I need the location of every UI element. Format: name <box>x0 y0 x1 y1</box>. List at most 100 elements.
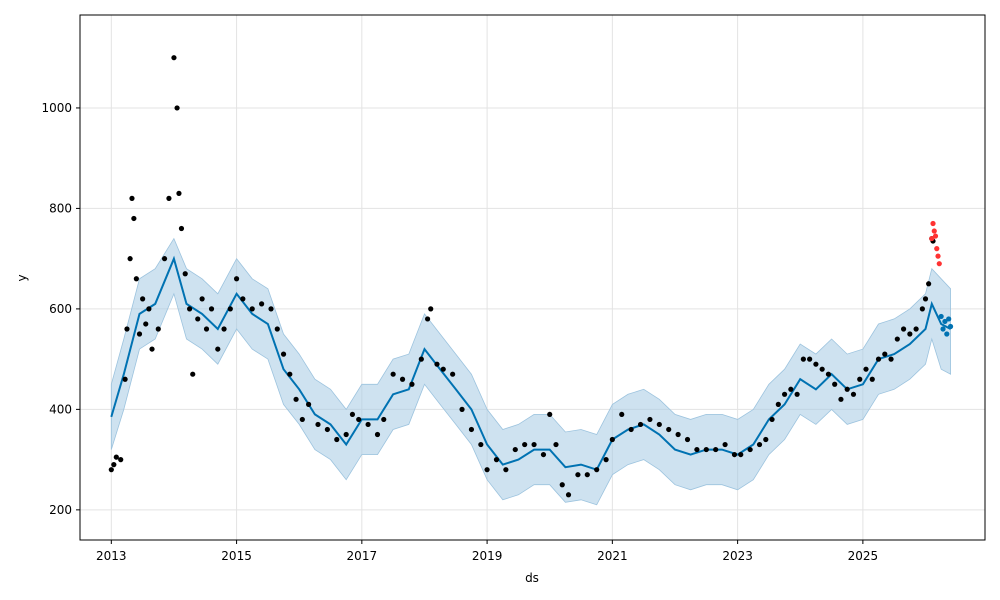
uncertainty-band <box>110 237 951 506</box>
observed-point <box>807 356 813 362</box>
observed-point <box>819 366 825 372</box>
observed-point <box>299 416 305 423</box>
y-tick-label: 200 <box>49 503 72 517</box>
observed-point <box>450 371 456 377</box>
observed-point <box>176 190 182 196</box>
observed-point <box>763 436 769 443</box>
x-tick-label: 2017 <box>347 549 378 563</box>
observed-point <box>174 105 180 111</box>
observed-point <box>149 346 155 352</box>
observed-point <box>907 331 913 337</box>
observed-point <box>399 376 406 382</box>
observed-point <box>365 421 371 428</box>
y-axis-ticks: 200 400 600 800 1000 <box>41 101 80 517</box>
y-tick-label: 600 <box>49 302 72 316</box>
observed-point <box>857 376 863 382</box>
observed-point <box>800 356 806 362</box>
observed-point <box>343 431 349 438</box>
observed-point <box>108 467 114 473</box>
observed-point <box>894 336 900 342</box>
observed-point <box>240 296 246 302</box>
y-axis-label: y <box>15 274 29 281</box>
x-tick-label: 2021 <box>597 549 628 563</box>
observed-point <box>155 326 161 332</box>
observed-point <box>131 215 137 222</box>
observed-point <box>459 406 465 412</box>
observed-point <box>619 411 625 418</box>
observed-point <box>440 366 446 372</box>
observed-point <box>781 391 788 397</box>
observed-point <box>703 446 709 453</box>
recent-point <box>929 235 935 242</box>
observed-point <box>324 426 330 433</box>
observed-point <box>390 371 396 377</box>
observed-point <box>565 492 572 498</box>
observed-point <box>434 361 440 367</box>
observed-point <box>203 326 210 332</box>
recent-point <box>936 261 942 267</box>
forecast-point <box>944 331 950 337</box>
observed-points <box>108 55 936 498</box>
x-tick-label: 2015 <box>221 549 252 563</box>
observed-point <box>850 391 857 397</box>
observed-point <box>713 446 719 453</box>
y-tick-label: 1000 <box>41 101 72 115</box>
observed-point <box>540 451 547 458</box>
forecast-points <box>938 313 954 337</box>
observed-point <box>178 225 185 232</box>
observed-point <box>788 386 794 392</box>
observed-point <box>919 306 925 312</box>
observed-point <box>647 416 653 423</box>
observed-point <box>666 426 672 433</box>
observed-point <box>113 454 119 460</box>
observed-point <box>428 306 434 312</box>
observed-point <box>356 416 362 423</box>
recent-point <box>930 220 936 227</box>
observed-point <box>832 381 838 387</box>
observed-point <box>280 351 287 357</box>
forecast-point <box>946 316 952 322</box>
observed-point <box>882 351 888 357</box>
observed-point <box>215 346 221 352</box>
observed-point <box>594 467 600 473</box>
y-tick-label: 400 <box>49 402 72 416</box>
observed-point <box>418 356 424 362</box>
observed-point <box>888 356 894 362</box>
observed-point <box>227 306 233 312</box>
observed-point <box>146 306 152 312</box>
observed-point <box>484 467 490 473</box>
observed-point <box>731 451 738 458</box>
observed-point <box>208 306 215 312</box>
observed-point <box>381 416 387 423</box>
observed-point <box>374 431 381 438</box>
observed-point <box>522 441 528 448</box>
observed-point <box>875 356 882 362</box>
observed-point <box>221 326 227 332</box>
observed-point <box>656 421 662 428</box>
observed-point <box>628 426 634 433</box>
observed-point <box>503 467 509 473</box>
observed-point <box>166 195 172 201</box>
observed-point <box>575 472 581 478</box>
observed-point <box>118 457 124 463</box>
observed-point <box>274 326 280 332</box>
observed-point <box>249 306 255 312</box>
recent-points <box>929 220 942 267</box>
recent-point <box>932 233 939 239</box>
observed-point <box>293 396 299 402</box>
observed-point <box>305 401 312 407</box>
observed-point <box>468 426 475 433</box>
observed-point <box>738 451 744 458</box>
observed-point <box>913 326 919 332</box>
observed-point <box>694 446 700 453</box>
observed-point <box>268 306 274 312</box>
observed-point <box>122 376 128 382</box>
observed-point <box>553 441 559 448</box>
x-tick-label: 2025 <box>848 549 879 563</box>
observed-point <box>722 441 728 448</box>
plot-frame <box>79 14 986 541</box>
observed-point <box>922 296 929 302</box>
observed-point <box>675 431 681 438</box>
forecast-point <box>938 313 944 320</box>
